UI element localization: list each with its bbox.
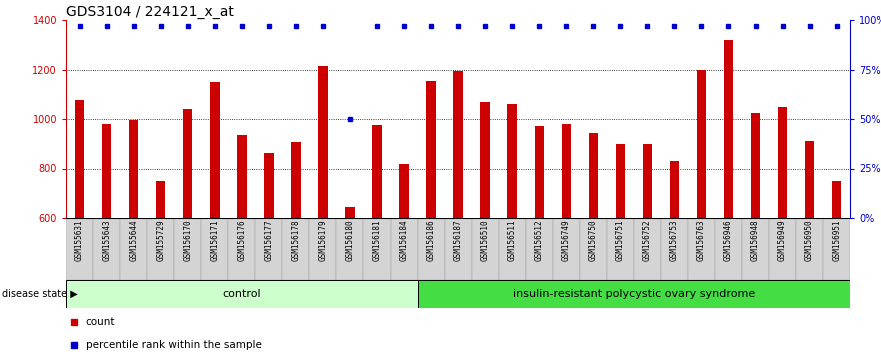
Bar — [769, 218, 796, 280]
Text: GSM156753: GSM156753 — [670, 220, 679, 262]
Bar — [228, 218, 255, 280]
Text: GSM156950: GSM156950 — [805, 220, 814, 262]
Text: GSM156179: GSM156179 — [318, 220, 328, 262]
Bar — [471, 218, 499, 280]
Bar — [454, 71, 463, 218]
Text: GSM156750: GSM156750 — [589, 220, 598, 262]
Text: GSM156187: GSM156187 — [454, 220, 463, 262]
Text: GSM156763: GSM156763 — [697, 220, 706, 262]
Bar — [642, 144, 652, 218]
Text: GSM155631: GSM155631 — [75, 220, 84, 262]
Bar — [823, 218, 850, 280]
Bar — [778, 107, 788, 218]
Bar — [724, 40, 733, 218]
Bar — [445, 218, 471, 280]
Bar — [616, 144, 626, 218]
Bar — [390, 218, 418, 280]
Bar — [66, 280, 418, 308]
Bar — [283, 218, 309, 280]
Text: GSM156177: GSM156177 — [264, 220, 273, 262]
Text: GSM155643: GSM155643 — [102, 220, 111, 262]
Bar — [742, 218, 769, 280]
Text: GSM156951: GSM156951 — [833, 220, 841, 262]
Bar — [264, 153, 274, 218]
Bar — [535, 126, 544, 218]
Text: count: count — [85, 317, 115, 327]
Bar — [309, 218, 337, 280]
Bar — [715, 218, 742, 280]
Bar — [237, 135, 247, 218]
Bar — [697, 69, 707, 218]
Bar — [75, 101, 85, 218]
Bar — [102, 124, 111, 218]
Bar — [93, 218, 120, 280]
Bar — [480, 102, 490, 218]
Bar — [832, 181, 841, 218]
Bar — [561, 124, 571, 218]
Bar — [418, 218, 445, 280]
Bar — [507, 104, 517, 218]
Text: control: control — [223, 289, 261, 299]
Bar — [147, 218, 174, 280]
Text: percentile rank within the sample: percentile rank within the sample — [85, 340, 262, 350]
Bar — [580, 218, 607, 280]
Text: GSM156180: GSM156180 — [345, 220, 354, 262]
Bar — [426, 81, 436, 218]
Text: GSM156512: GSM156512 — [535, 220, 544, 262]
Bar — [120, 218, 147, 280]
Text: GSM156946: GSM156946 — [724, 220, 733, 262]
Text: GSM156752: GSM156752 — [643, 220, 652, 262]
Text: GSM156178: GSM156178 — [292, 220, 300, 262]
Bar — [418, 280, 850, 308]
Bar — [589, 133, 598, 218]
Text: GSM156181: GSM156181 — [373, 220, 381, 262]
Text: GSM156171: GSM156171 — [211, 220, 219, 262]
Bar — [633, 218, 661, 280]
Text: GSM156749: GSM156749 — [562, 220, 571, 262]
Text: GDS3104 / 224121_x_at: GDS3104 / 224121_x_at — [66, 5, 234, 19]
Text: GSM156186: GSM156186 — [426, 220, 435, 262]
Bar — [796, 218, 823, 280]
Bar — [291, 142, 300, 218]
Bar — [129, 120, 138, 218]
Bar — [805, 141, 814, 218]
Text: GSM156949: GSM156949 — [778, 220, 787, 262]
Bar — [499, 218, 526, 280]
Bar — [661, 218, 688, 280]
Bar — [399, 164, 409, 218]
Bar — [201, 218, 228, 280]
Text: GSM156184: GSM156184 — [400, 220, 409, 262]
Text: GSM156511: GSM156511 — [507, 220, 516, 262]
Bar — [174, 218, 201, 280]
Bar — [670, 161, 679, 218]
Text: GSM156948: GSM156948 — [751, 220, 760, 262]
Bar — [337, 218, 364, 280]
Text: GSM156751: GSM156751 — [616, 220, 625, 262]
Bar — [373, 125, 381, 218]
Bar — [526, 218, 552, 280]
Text: GSM155729: GSM155729 — [156, 220, 166, 262]
Bar — [552, 218, 580, 280]
Bar — [318, 66, 328, 218]
Text: insulin-resistant polycystic ovary syndrome: insulin-resistant polycystic ovary syndr… — [513, 289, 755, 299]
Bar — [751, 113, 760, 218]
Bar — [345, 207, 355, 218]
Bar — [210, 82, 219, 218]
Text: GSM156170: GSM156170 — [183, 220, 192, 262]
Text: GSM155644: GSM155644 — [130, 220, 138, 262]
Bar — [156, 181, 166, 218]
Bar — [66, 218, 93, 280]
Text: disease state ▶: disease state ▶ — [2, 289, 78, 299]
Bar — [607, 218, 633, 280]
Text: GSM156176: GSM156176 — [237, 220, 247, 262]
Bar — [183, 109, 192, 218]
Bar — [688, 218, 715, 280]
Text: GSM156510: GSM156510 — [481, 220, 490, 262]
Bar — [255, 218, 283, 280]
Bar — [364, 218, 390, 280]
